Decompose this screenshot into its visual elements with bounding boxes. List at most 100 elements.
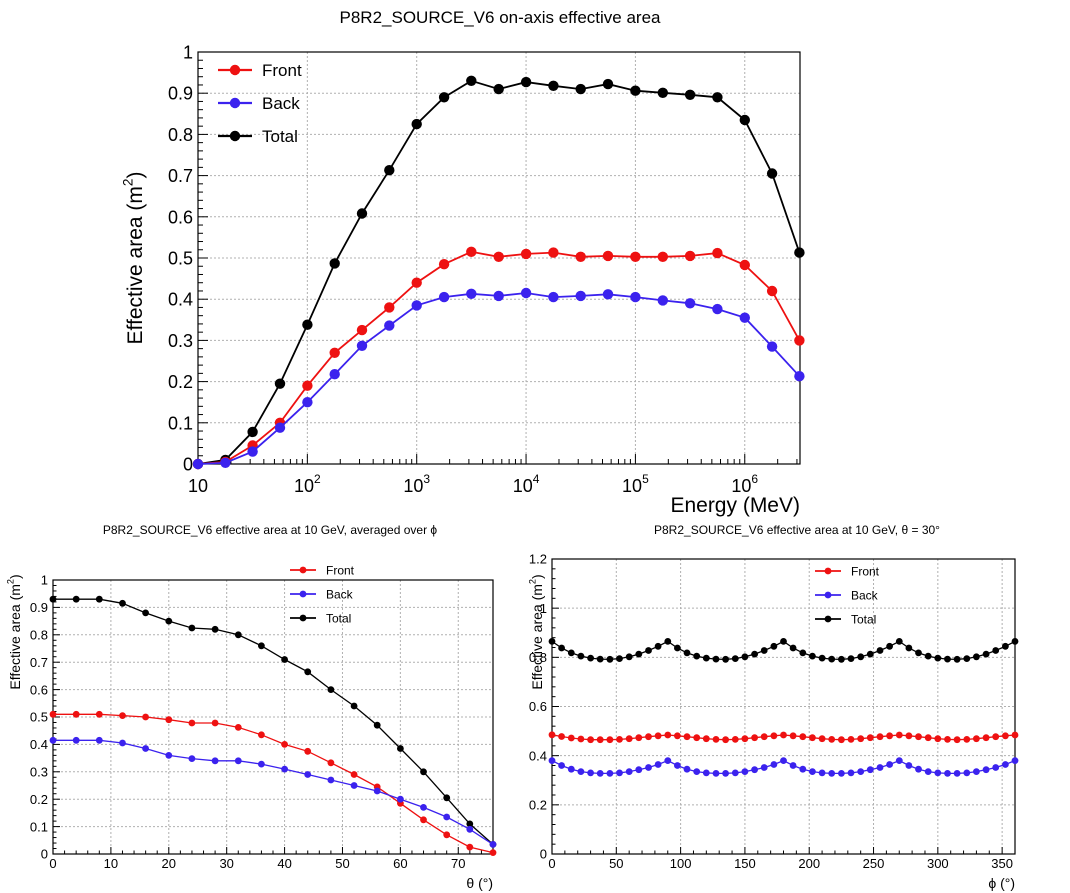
data-point [587,769,594,777]
data-point [247,426,258,438]
data-point [211,719,219,727]
data-point [657,295,668,306]
x-tick-label: 30 [219,856,233,871]
y-tick-label: 1 [41,573,48,588]
legend-marker [229,64,241,76]
data-point [384,320,395,331]
data-point [693,768,701,775]
data-point [548,757,556,764]
data-point [674,762,681,769]
x-tick-label: 10 [104,856,118,871]
legend-label: Back [326,587,354,601]
data-point [520,76,532,88]
data-point [274,422,286,433]
data-point [809,768,816,775]
data-point [489,841,497,848]
data-point [420,804,427,811]
y-tick-label: 0 [183,454,193,474]
data-point [397,745,404,752]
data-point [963,655,971,662]
chart-phi: P8R2_SOURCE_V6 effective area at 10 GeV,… [528,523,1019,891]
data-point [809,652,816,660]
data-point [828,770,836,777]
data-point [258,642,265,650]
data-point [731,736,739,743]
legend-label: Total [262,127,298,146]
data-point [119,712,126,719]
data-point [780,757,787,764]
series-line [53,713,494,854]
data-point [1002,642,1009,650]
data-point [654,761,662,768]
data-point [327,686,335,693]
data-point [373,721,381,729]
data-point [876,647,884,654]
legend-marker [299,566,307,574]
data-point [350,702,358,710]
legend: Front Back Total [290,563,355,625]
data-point [587,654,594,662]
grid-lines [53,580,493,854]
x-tick-label: 100 [670,856,692,871]
x-tick-label: 350 [991,856,1013,871]
y-tick-label: 0.7 [168,166,193,186]
data-point [847,736,855,743]
legend: Front Back Total [815,564,880,626]
data-point [443,813,451,821]
legend-marker [299,614,307,622]
data-point [520,287,532,299]
data-point [886,642,893,650]
x-tick-label: 150 [734,856,756,871]
legend-label: Front [262,61,302,80]
series-back [192,287,805,470]
data-point [567,649,575,657]
data-point [234,631,242,639]
data-point [567,734,575,742]
x-axis-label: ϕ (°) [988,875,1015,891]
data-point [838,655,845,663]
data-point [770,732,778,740]
y-tick-label: 0.8 [168,125,193,145]
x-tick-label: 40 [277,856,291,871]
series-front [192,246,805,470]
data-point [1011,757,1019,764]
series-line [197,250,801,465]
data-point [982,650,990,658]
data-point [674,732,681,740]
data-point [548,638,556,645]
legend-label: Back [851,588,879,602]
x-tick-label: 0 [548,856,555,871]
data-point [602,78,614,90]
x-tick-label: 104 [513,472,540,496]
y-tick-label: 1 [540,601,547,616]
data-point [625,768,633,775]
data-point [165,752,173,759]
data-point [188,755,196,762]
data-point [992,647,1000,654]
data-point [234,757,242,765]
data-point [664,638,672,645]
data-point [635,766,643,774]
data-point [766,168,778,179]
data-point [876,733,884,741]
data-point [702,769,710,777]
data-point [794,371,805,382]
data-point [247,446,258,457]
legend-marker [824,615,832,623]
series-total [548,638,1019,663]
data-point [635,650,643,658]
data-point [722,655,729,663]
data-point [693,734,701,742]
data-point [411,277,422,288]
data-point [548,731,556,739]
data-point [770,761,778,768]
data-point [220,457,231,468]
data-point [438,259,450,270]
data-point [596,770,604,777]
data-point [489,849,497,856]
data-point [575,290,586,302]
data-point [857,735,865,743]
data-point [258,760,265,768]
data-point [934,769,942,777]
x-tick-label: 103 [403,472,430,496]
